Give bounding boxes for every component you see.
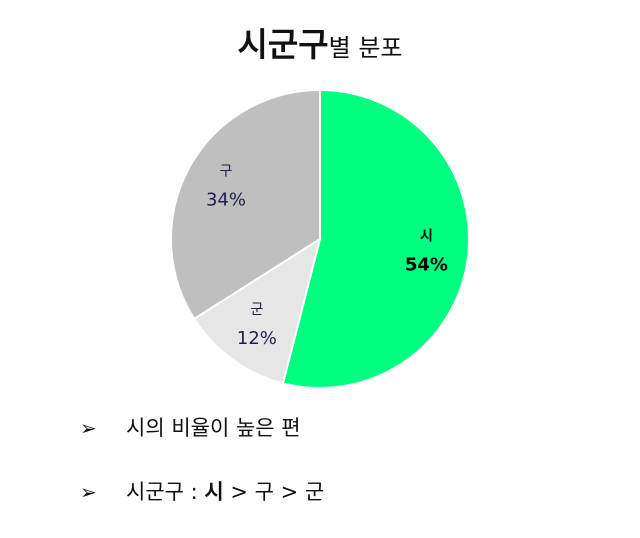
slice-value-label-1: 12%: [237, 328, 277, 349]
summary-suffix: > 구 > 군: [224, 480, 325, 504]
summary-item-ratio: ➢ 시의 비율이 높은 편: [80, 410, 324, 446]
summary-list: ➢ 시의 비율이 높은 편 ➢ 시군구 : 시 > 구 > 군: [80, 410, 324, 538]
slice-label-0: 시: [420, 228, 433, 244]
summary-item-order: ➢ 시군구 : 시 > 구 > 군: [80, 474, 324, 510]
slice-label-2: 구: [220, 163, 233, 179]
summary-strong: 시: [204, 480, 223, 504]
summary-prefix: 시군구 :: [126, 480, 204, 504]
summary-text: 시의 비율이 높은 편: [126, 416, 301, 440]
arrow-bullet-icon: ➢: [80, 474, 126, 510]
slice-label-1: 군: [250, 302, 263, 318]
arrow-bullet-icon: ➢: [80, 410, 126, 446]
slice-value-label-0: 54%: [405, 254, 448, 275]
slice-value-label-2: 34%: [206, 189, 246, 210]
